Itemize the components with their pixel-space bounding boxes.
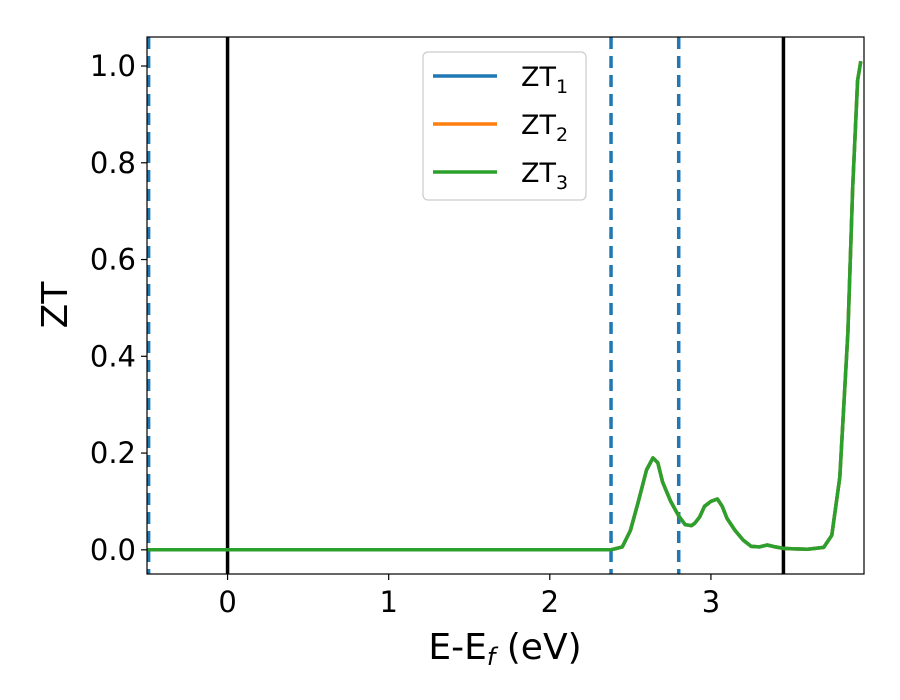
y-tick-label: 0.8 (90, 146, 136, 180)
legend-label-3: ZT3 (521, 158, 568, 194)
x-tick-label: 0 (218, 585, 236, 619)
x-axis-label-unit: (eV) (495, 627, 581, 668)
x-tick-label: 2 (541, 585, 559, 619)
y-axis: 0.0 0.2 0.4 0.6 0.8 1.0 (90, 49, 147, 567)
x-axis-label-main: E-E (428, 627, 486, 668)
y-tick-label: 0.6 (90, 243, 136, 277)
y-tick-label: 1.0 (90, 49, 136, 83)
y-tick-label: 0.4 (90, 339, 136, 373)
x-axis: 0 1 2 3 (218, 574, 720, 619)
series-line-3 (147, 60, 863, 552)
legend-label-1: ZT1 (521, 62, 568, 98)
y-tick-label: 0.2 (90, 436, 136, 470)
y-axis-label: ZT (35, 281, 76, 329)
y-tick-label: 0.0 (90, 533, 136, 567)
x-axis-label: E-Ef (eV) (428, 627, 581, 671)
x-tick-label: 1 (379, 585, 397, 619)
legend-box (422, 51, 587, 201)
axes-frame (146, 36, 865, 575)
plot-area (146, 37, 863, 574)
plot-frame (146, 36, 865, 575)
x-tick-label: 3 (702, 585, 720, 619)
legend-label-2: ZT2 (521, 110, 568, 146)
legend: ZT1 ZT2 ZT3 (422, 51, 587, 201)
